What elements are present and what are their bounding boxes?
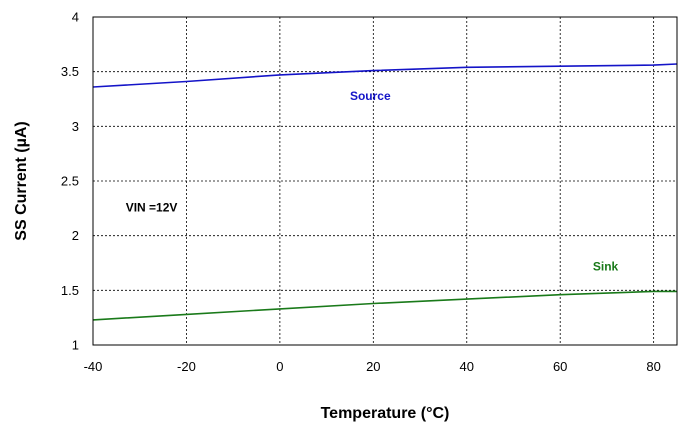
x-tick-label: 80 bbox=[646, 359, 660, 374]
y-tick-label: 1 bbox=[72, 338, 79, 353]
annotation-label: VIN =12V bbox=[126, 201, 178, 215]
x-tick-label: 60 bbox=[553, 359, 567, 374]
plot-frame bbox=[92, 16, 678, 346]
x-tick-label: 20 bbox=[366, 359, 380, 374]
y-tick-label: 3 bbox=[72, 119, 79, 134]
y-tick-label: 4 bbox=[72, 10, 79, 25]
x-tick-label: 40 bbox=[460, 359, 474, 374]
series-lines bbox=[92, 63, 678, 321]
x-tick-label: 0 bbox=[276, 359, 283, 374]
y-tick-label: 2.5 bbox=[61, 174, 79, 189]
series-line-sink bbox=[92, 290, 677, 321]
annotation-label: Source bbox=[350, 89, 391, 103]
y-tick-label: 3.5 bbox=[61, 64, 79, 79]
series-line-source bbox=[92, 63, 678, 88]
y-tick-label: 2 bbox=[72, 228, 79, 243]
grid-lines bbox=[93, 17, 677, 345]
y-axis-title: SS Current (µA) bbox=[13, 121, 30, 240]
x-tick-label: -20 bbox=[177, 359, 196, 374]
y-tick-label: 1.5 bbox=[61, 283, 79, 298]
annotations: VIN =12V Source Sink bbox=[126, 89, 619, 274]
x-tick-label: -40 bbox=[84, 359, 103, 374]
x-axis-title: Temperature (°C) bbox=[321, 405, 450, 422]
annotation-label: Sink bbox=[593, 260, 619, 274]
tick-labels: -40 -20 0 20 40 60 80 1 1.5 2 2.5 3 3.5 4 bbox=[61, 10, 661, 375]
